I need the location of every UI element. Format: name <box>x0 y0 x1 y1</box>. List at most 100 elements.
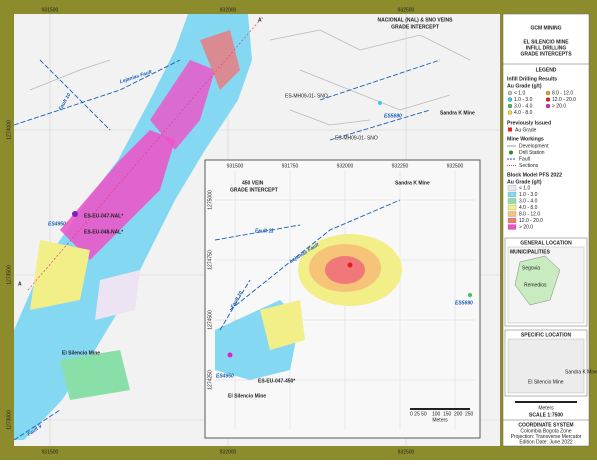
legend-swatch <box>508 127 512 132</box>
hole-label: ES5690 <box>384 113 402 119</box>
drill-station <box>72 211 78 217</box>
section-label: A' <box>258 17 263 23</box>
section-line <box>27 19 261 291</box>
legend-swatch <box>507 217 517 224</box>
inset-x-coord: 932000 <box>337 163 354 169</box>
mine-label: El Silencio Mine <box>62 350 100 356</box>
hole-label: ES-EU-047-NAL* <box>84 213 123 219</box>
legend-text: 4.0 - 8.0 <box>519 205 538 211</box>
legend-text: Meters <box>538 405 554 411</box>
legend-swatch <box>507 204 517 211</box>
legend-swatch <box>507 224 517 230</box>
scale-tick: 200 <box>454 411 463 417</box>
legend-text: 3.0 - 4.0 <box>514 103 533 109</box>
legend-text: Remedios <box>524 282 547 288</box>
hole-label: ES4950 <box>48 221 66 227</box>
inset-x-coord: 932250 <box>392 163 409 169</box>
hole-label: ES4950 <box>216 373 234 379</box>
hole-label: ES5690 <box>455 300 473 306</box>
y-coord: 1274000 <box>6 120 12 140</box>
legend-text: > 20.0 <box>552 103 566 109</box>
legend-swatch <box>507 97 513 102</box>
inset-x-coord: 931500 <box>227 163 244 169</box>
scale-tick: 0 25 50 <box>410 411 427 417</box>
legend-swatch <box>507 90 513 96</box>
inset-grades <box>215 234 402 380</box>
mine-label: Sandra K Mine <box>440 110 475 116</box>
section-label: A <box>18 281 22 287</box>
hole-label: ES-EU-048-NAL* <box>84 229 123 235</box>
legend-text: Au Grade (g/t) <box>507 179 542 185</box>
hole-label: ES-EU-047-450* <box>258 378 295 384</box>
legend-text: 8.0 - 12.0 <box>552 90 573 96</box>
scale-tick: 250 <box>465 411 474 417</box>
scale-unit: Meters <box>432 417 448 423</box>
legend-text: Infill Drilling Results <box>507 76 557 82</box>
legend-text: Development <box>519 143 549 149</box>
legend-swatch <box>507 103 513 109</box>
legend-swatch <box>545 97 551 102</box>
legend-text: EL SILENCIO MINE <box>523 39 569 45</box>
legend-text: Sandra K Mine <box>565 369 597 375</box>
fault-label: Fault 11 <box>255 228 274 234</box>
legend-text: Colombia Bogota Zone <box>520 428 571 434</box>
callout: GRADE INTERCEPT <box>391 24 439 30</box>
legend-text: < 1.0 <box>519 185 530 191</box>
specific-map <box>507 338 585 394</box>
inset-y-coord: 1274500 <box>207 310 213 330</box>
legend-text: 12.0 - 20.0 <box>552 97 576 103</box>
drill-hole <box>378 101 382 105</box>
legend-text: 1.0 - 3.0 <box>514 97 533 103</box>
hole-label: ES-MH09-01- SNO <box>285 93 328 99</box>
inset-y-coord: 1275000 <box>207 190 213 210</box>
legend-swatch <box>507 211 517 217</box>
x-coord: 932000 <box>220 449 237 455</box>
y-coord: 1273500 <box>6 265 12 285</box>
legend-text: Au Grade (g/t) <box>507 83 542 89</box>
drill-hole <box>227 352 233 358</box>
workings <box>29 29 471 126</box>
legend-text: SCALE 1:7500 <box>529 412 563 418</box>
legend-text: Edition Date: June 2022 <box>519 439 573 445</box>
callout: 450 VEIN <box>242 180 264 186</box>
legend-swatch <box>507 191 517 198</box>
legend-text: LEGEND <box>536 67 557 73</box>
legend-text: < 1.0 <box>514 90 525 96</box>
x-coord: 931500 <box>42 449 59 455</box>
legend-swatch <box>507 110 513 115</box>
legend-text: Au Grade <box>515 127 537 133</box>
legend-text: GCM MINING <box>530 25 561 31</box>
callout: NACIONAL (NAL) & SNO VEINS <box>378 17 454 23</box>
legend-swatch <box>507 185 517 191</box>
scale-bar <box>410 408 470 410</box>
mine-label: El Silencio Mine <box>228 393 266 399</box>
hole-label: ES-MH09-01- SNO <box>335 135 378 141</box>
legend-text: Mine Workings <box>507 136 544 142</box>
legend-text: GENERAL LOCATION <box>520 240 572 246</box>
legend-text: COORDINATE SYSTEM <box>518 422 573 428</box>
legend-text: INFILL DRILLING <box>526 45 567 51</box>
drill-hole <box>347 262 353 268</box>
legend-text: 4.0 - 8.0 <box>514 110 533 116</box>
callout: GRADE INTERCEPT <box>230 187 278 193</box>
x-coord: 932500 <box>398 449 415 455</box>
legend-text: 3.0 - 4.0 <box>519 198 538 204</box>
scale-bar <box>515 401 577 403</box>
legend-text: MUNICIPALITIES <box>510 249 551 255</box>
legend-text: Segovia <box>522 265 540 271</box>
inset-y-coord: 1274250 <box>207 370 213 390</box>
scale-tick: 150 <box>443 411 452 417</box>
legend-text: Fault <box>519 156 531 162</box>
grade-patches <box>30 30 240 400</box>
inset-x-coord: 931750 <box>282 163 299 169</box>
legend-text: 1.0 - 3.0 <box>519 192 538 198</box>
inset-x-coord: 932500 <box>447 163 464 169</box>
legend-text: El Silencio Mine <box>528 379 564 385</box>
legend-swatch <box>507 198 517 204</box>
scale-tick: 100 <box>432 411 441 417</box>
legend-swatch <box>545 90 551 96</box>
drill-hole <box>468 293 472 297</box>
inset-faults <box>214 199 401 331</box>
legend-swatch <box>509 150 513 155</box>
